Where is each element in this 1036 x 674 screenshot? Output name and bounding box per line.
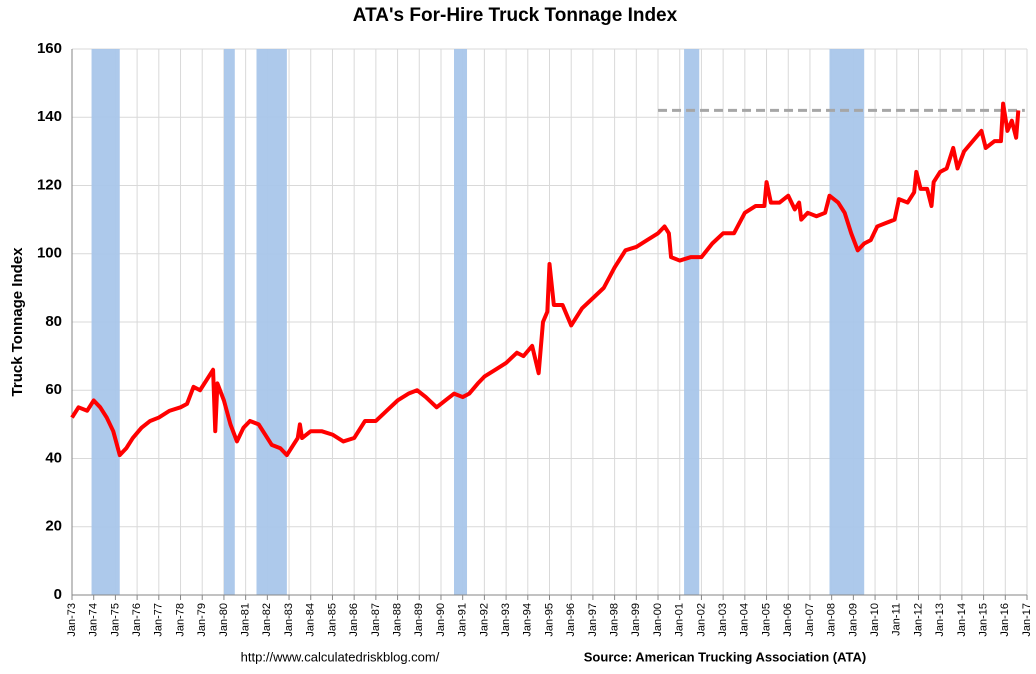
y-tick-label: 160 [37,40,62,57]
y-tick-label: 120 [37,176,62,193]
x-tick-label: Jan-96 [565,603,577,637]
x-tick-label: Jan-04 [739,603,751,637]
x-tick-label: Jan-16 [999,603,1011,637]
x-tick-label: Jan-80 [218,603,230,637]
recession-band [684,49,700,595]
x-tick-label: Jan-03 [717,603,729,637]
chart-title: ATA's For-Hire Truck Tonnage Index [353,5,678,26]
x-tick-label: Jan-90 [435,603,447,637]
y-tick-label: 80 [45,313,62,330]
x-tick-label: Jan-89 [413,603,425,637]
y-axis-label: Truck Tonnage Index [9,247,26,397]
x-tick-label: Jan-78 [174,603,186,637]
x-tick-label: Jan-79 [196,603,208,637]
y-tick-label: 100 [37,245,62,262]
x-tick-label: Jan-00 [652,603,664,637]
x-tick-label: Jan-93 [500,603,512,637]
x-tick-label: Jan-94 [522,603,534,637]
x-tick-label: Jan-13 [934,603,946,637]
y-tick-label: 60 [45,381,62,398]
x-tick-label: Jan-77 [153,603,165,637]
x-tick-label: Jan-76 [131,603,143,637]
data-line [70,101,1021,458]
y-tick-label: 0 [54,586,62,603]
x-tick-label: Jan-84 [305,603,317,637]
x-tick-label: Jan-91 [457,603,469,637]
footer-source: Source: American Trucking Association (A… [584,649,866,664]
x-tick-label: Jan-86 [348,603,360,637]
y-tick-label: 140 [37,108,62,125]
x-tick-label: Jan-06 [782,603,794,637]
recession-band [91,49,120,595]
recession-band [256,49,287,595]
x-tick-label: Jan-97 [587,603,599,637]
x-tick-label: Jan-74 [88,603,100,637]
x-tick-label: Jan-01 [674,603,686,637]
x-tick-label: Jan-07 [804,603,816,637]
x-tick-label: Jan-12 [912,603,924,637]
x-tick-label: Jan-83 [283,603,295,637]
recession-band [454,49,468,595]
x-tick-label: Jan-75 [109,603,121,637]
x-tick-label: Jan-87 [370,603,382,637]
x-tick-label: Jan-10 [869,603,881,637]
y-tick-label: 20 [45,518,62,535]
x-tick-label: Jan-08 [826,603,838,637]
y-tick-label: 40 [45,449,62,466]
x-tick-label: Jan-99 [630,603,642,637]
x-tick-label: Jan-81 [240,603,252,637]
x-tick-label: Jan-11 [891,603,903,636]
x-tick-label: Jan-92 [478,603,490,637]
x-tick-label: Jan-85 [326,603,338,637]
x-tick-label: Jan-98 [609,603,621,637]
x-tick-label: Jan-14 [956,603,968,637]
x-tick-label: Jan-15 [977,603,989,637]
x-tick-label: Jan-73 [66,603,78,637]
x-tick-label: Jan-05 [760,603,772,637]
x-tick-label: Jan-09 [847,603,859,637]
recession-band [223,49,235,595]
x-tick-label: Jan-02 [695,603,707,637]
x-tick-label: Jan-88 [391,603,403,637]
recession-band [829,49,865,595]
x-tick-label: Jan-17 [1021,603,1033,637]
x-tick-label: Jan-95 [543,603,555,637]
x-tick-label: Jan-82 [261,603,273,637]
footer-url: http://www.calculatedriskblog.com/ [241,649,440,664]
